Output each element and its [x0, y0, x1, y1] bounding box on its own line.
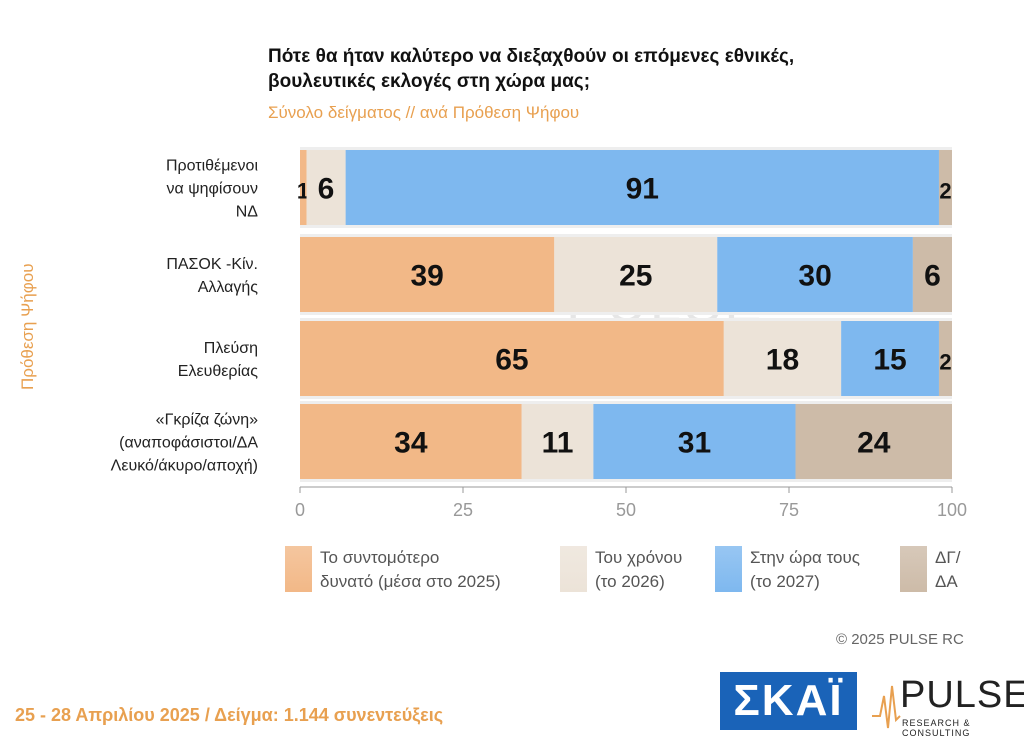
category-label: Προτιθέμενοι να ψηφίσουν ΝΔ: [166, 158, 258, 221]
data-label: 2: [939, 350, 951, 375]
data-label: 1: [297, 179, 309, 204]
x-tick-label: 50: [616, 500, 636, 520]
bar-segment: [300, 321, 724, 396]
bar-segment: [912, 237, 952, 312]
chart-subtitle: Σύνολο δείγματος // ανά Πρόθεση Ψήφου: [268, 103, 580, 122]
data-label: 18: [766, 344, 799, 377]
data-label: 25: [619, 260, 652, 293]
data-label: 31: [678, 427, 711, 460]
legend-swatch: [560, 546, 587, 592]
legend-label: Το συντομότερο δυνατό (μέσα στο 2025): [320, 546, 501, 594]
legend-swatch: [715, 546, 742, 592]
legend-label-line: Του χρόνου: [595, 548, 683, 567]
bar-segment: [938, 321, 952, 396]
legend-label-line: Στην ώρα τους: [750, 548, 861, 567]
legend-swatch: [285, 546, 312, 592]
chart-title: Πότε θα ήταν καλύτερο να διεξαχθούν οι ε…: [268, 46, 795, 92]
footer-sample-info: 25 - 28 Απριλίου 2025 / Δείγμα: 1.144 συ…: [15, 705, 444, 725]
bar-segment: [300, 237, 555, 312]
bar-segment: [723, 321, 842, 396]
category-label: Πλεύση Ελευθερίας: [178, 340, 258, 380]
bar-segment: [345, 150, 939, 225]
data-label: 11: [542, 427, 574, 460]
data-label: 91: [626, 173, 659, 206]
legend-label-line: ΔΑ: [935, 572, 958, 591]
bar-segment: [795, 404, 952, 479]
data-label: 6: [924, 260, 941, 293]
data-label: 6: [318, 173, 335, 206]
data-label: 2: [939, 179, 951, 204]
pulse-logo-sub: RESEARCH & CONSULTING: [902, 718, 971, 738]
bar-segment: [593, 404, 796, 479]
data-label: 34: [394, 427, 428, 460]
legend-label-line: (το 2027): [750, 572, 820, 591]
legend-item: Του χρόνου (το 2026): [560, 546, 682, 594]
legend-label: Του χρόνου (το 2026): [595, 546, 682, 594]
legend-label: Στην ώρα τους (το 2027): [750, 546, 860, 594]
bar-segment: [521, 404, 594, 479]
data-label: 39: [410, 260, 443, 293]
data-label: 30: [798, 260, 831, 293]
x-tick-label: 0: [295, 500, 305, 520]
legend-item: Στην ώρα τους (το 2027): [715, 546, 860, 594]
data-label: 65: [495, 344, 528, 377]
legend-item: ΔΓ/ΔΑ: [900, 546, 960, 594]
legend-label-line: (το 2026): [595, 572, 665, 591]
bar-segment: [841, 321, 939, 396]
legend-swatch: [900, 546, 927, 592]
x-tick-label: 75: [779, 500, 799, 520]
pulse-logo-word: PULSE: [900, 674, 1024, 716]
bar-segment: [717, 237, 913, 312]
pulse-wave-icon: [872, 685, 901, 729]
bar-segment: [306, 150, 346, 225]
legend-label-line: Το συντομότερο: [320, 548, 440, 567]
skai-logo: ΣΚΑΪ: [720, 672, 857, 730]
category-label: ΠΑΣΟΚ -Κίν. Αλλαγής: [166, 256, 258, 296]
legend-label-line: δυνατό (μέσα στο 2025): [320, 572, 501, 591]
legend-label-line: ΔΓ/: [935, 548, 961, 567]
bar-segment: [300, 404, 522, 479]
copyright-text: © 2025 PULSE RC: [836, 631, 964, 648]
data-label: 24: [857, 427, 891, 460]
x-tick-label: 100: [937, 500, 967, 520]
bar-segment: [938, 150, 952, 225]
category-label: «Γκρίζα ζώνη» (αναποφάσιστοι/ΔΑ Λευκό/άκυρ…: [111, 412, 259, 475]
legend-item: Το συντομότερο δυνατό (μέσα στο 2025): [285, 546, 501, 594]
bar-segment: [300, 150, 307, 225]
bar-segment: [554, 237, 718, 312]
data-label: 15: [873, 344, 906, 377]
legend-label: ΔΓ/ΔΑ: [935, 546, 960, 594]
pulse-logo: PULSE RESEARCH & CONSULTING: [872, 672, 1024, 738]
x-tick-label: 25: [453, 500, 473, 520]
